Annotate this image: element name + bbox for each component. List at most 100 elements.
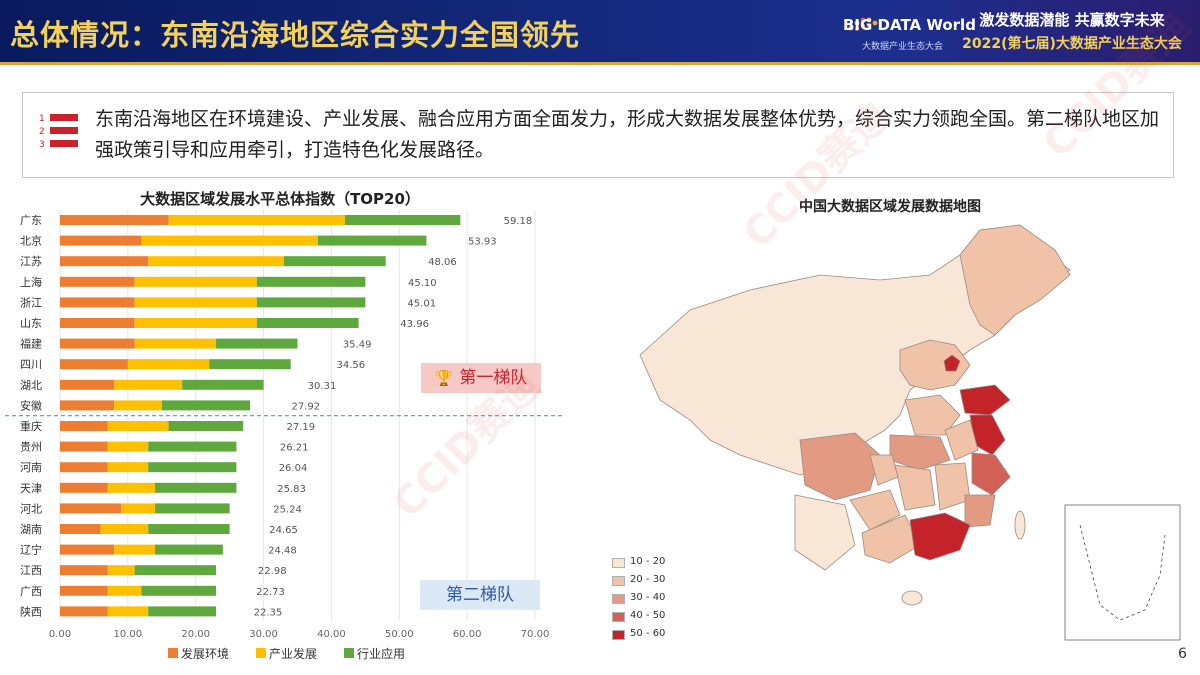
- category-label: 湖北: [20, 379, 42, 392]
- x-tick-label: 0.00: [49, 629, 71, 640]
- bar-total-label: 22.98: [258, 566, 287, 577]
- category-label: 贵州: [20, 441, 42, 454]
- bar-segment: [107, 482, 155, 493]
- bar-segment: [60, 606, 108, 617]
- map-region-chongqing: [869, 454, 899, 486]
- bar-total-label: 26.21: [280, 443, 309, 454]
- bar-total-label: 59.18: [504, 216, 533, 227]
- category-label: 四川: [20, 358, 42, 371]
- bar-chart-title: 大数据区域发展水平总体指数（TOP20）: [140, 190, 420, 208]
- map-title: 中国大数据区域发展数据地图: [799, 199, 981, 215]
- bar-segment: [256, 276, 366, 287]
- inset-dash-line: [1079, 524, 1166, 621]
- bar-segment: [60, 462, 108, 473]
- category-label: 江苏: [20, 255, 42, 268]
- tier-1-badge: 🏆 第一梯队: [421, 363, 541, 393]
- map-region-guangxi: [861, 514, 921, 564]
- bar-segment: [107, 441, 149, 452]
- bar-segment: [256, 318, 359, 328]
- x-tick-label: 50.00: [385, 629, 414, 640]
- legend-swatch: [612, 576, 625, 586]
- category-label: 浙江: [20, 296, 42, 309]
- logo-title: BIG DATA World: [843, 16, 976, 34]
- bar-segment: [127, 359, 210, 370]
- bar-segment: [60, 297, 135, 308]
- legend-row: 40 - 50: [612, 610, 692, 623]
- bar-segment: [148, 256, 284, 267]
- bar-segment: [141, 235, 318, 246]
- legend-row: 30 - 40: [612, 592, 692, 605]
- bar-total-label: 43.96: [400, 319, 429, 330]
- legend-label: 50 - 60: [630, 628, 666, 639]
- map-region-taiwan: [1014, 510, 1026, 540]
- legend-label: 20 - 30: [630, 574, 666, 585]
- bar-segment: [60, 503, 122, 514]
- bar-segment: [60, 338, 135, 349]
- big-data-world-logo: BIG DATA World 大数据产业生态大会: [843, 8, 976, 54]
- legend-swatch: [612, 594, 625, 604]
- tier-1-label: 第一梯队: [459, 368, 528, 388]
- legend-swatch: [256, 648, 266, 658]
- category-label: 河北: [20, 502, 42, 515]
- bar-total-label: 24.65: [269, 525, 298, 536]
- bar-segment: [141, 585, 217, 596]
- bar-total-label: 45.10: [408, 278, 437, 289]
- bar-segment: [182, 379, 264, 390]
- bar-segment: [107, 462, 149, 473]
- bar-total-label: 34.56: [337, 360, 366, 371]
- bar-segment: [148, 441, 237, 452]
- legend-label: 30 - 40: [630, 592, 666, 603]
- legend-label: 行业应用: [357, 646, 405, 661]
- header-bar: 总体情况：东南沿海地区综合实力全国领先 BIG DATA World 大数据产业…: [0, 0, 1200, 65]
- bar-segment: [60, 585, 108, 596]
- map-region-guangdong: [909, 512, 971, 561]
- map-region-sichuan: [799, 432, 881, 501]
- trophy-icon: 🏆: [434, 369, 454, 387]
- bar-segment: [60, 276, 135, 287]
- bar-total-label: 26.04: [279, 463, 308, 474]
- list-marker-3: 3: [39, 140, 45, 150]
- x-tick-label: 60.00: [453, 629, 482, 640]
- x-tick-label: 40.00: [317, 629, 346, 640]
- x-tick-label: 20.00: [181, 629, 210, 640]
- page-title: 总体情况：东南沿海地区综合实力全国领先: [10, 18, 581, 52]
- slogan-line-1: 激发数据潜能 共赢数字未来: [979, 11, 1165, 29]
- map-region-guizhou: [849, 489, 901, 531]
- list-marker-2: 2: [39, 127, 45, 137]
- legend-label: 40 - 50: [630, 610, 666, 621]
- bar-segment: [60, 235, 142, 246]
- bar-segment: [209, 359, 291, 370]
- tier-2-badge: 第二梯队: [420, 580, 540, 610]
- bar-segment: [100, 524, 149, 534]
- legend-swatch: [612, 558, 625, 568]
- bar-segment: [317, 235, 427, 246]
- bar-segment: [107, 606, 149, 617]
- legend-swatch: [344, 648, 354, 658]
- bar-segment: [134, 338, 217, 349]
- legend-row: 20 - 30: [612, 574, 692, 587]
- bar-segment: [134, 318, 257, 328]
- legend-row: 10 - 20: [612, 556, 692, 569]
- bar-segment: [60, 421, 108, 431]
- map-region-fujian: [964, 494, 996, 528]
- map-region-zhejiang: [971, 452, 1011, 496]
- bar-segment: [256, 297, 366, 308]
- legend-label: 产业发展: [269, 646, 317, 661]
- category-label: 江西: [20, 564, 42, 577]
- category-label: 天津: [20, 482, 42, 495]
- category-label: 广东: [20, 214, 42, 227]
- bar-total-label: 48.06: [428, 257, 457, 268]
- bar-segment: [107, 585, 142, 596]
- category-label: 湖南: [20, 523, 42, 536]
- x-tick-label: 70.00: [521, 629, 550, 640]
- bar-total-label: 35.49: [343, 340, 372, 351]
- list-marker-1: 1: [39, 114, 45, 124]
- legend-swatch: [168, 648, 178, 658]
- bar-segment: [60, 359, 128, 370]
- summary-box: 1 2 3 东南沿海地区在环境建设、产业发展、融合应用方面全面发力，形成大数据发…: [22, 92, 1174, 178]
- map-region-north: [899, 339, 971, 391]
- category-label: 山东: [20, 317, 42, 330]
- bar-segment: [148, 606, 217, 617]
- map-region-west: [639, 224, 1071, 476]
- bar-segment: [114, 379, 183, 390]
